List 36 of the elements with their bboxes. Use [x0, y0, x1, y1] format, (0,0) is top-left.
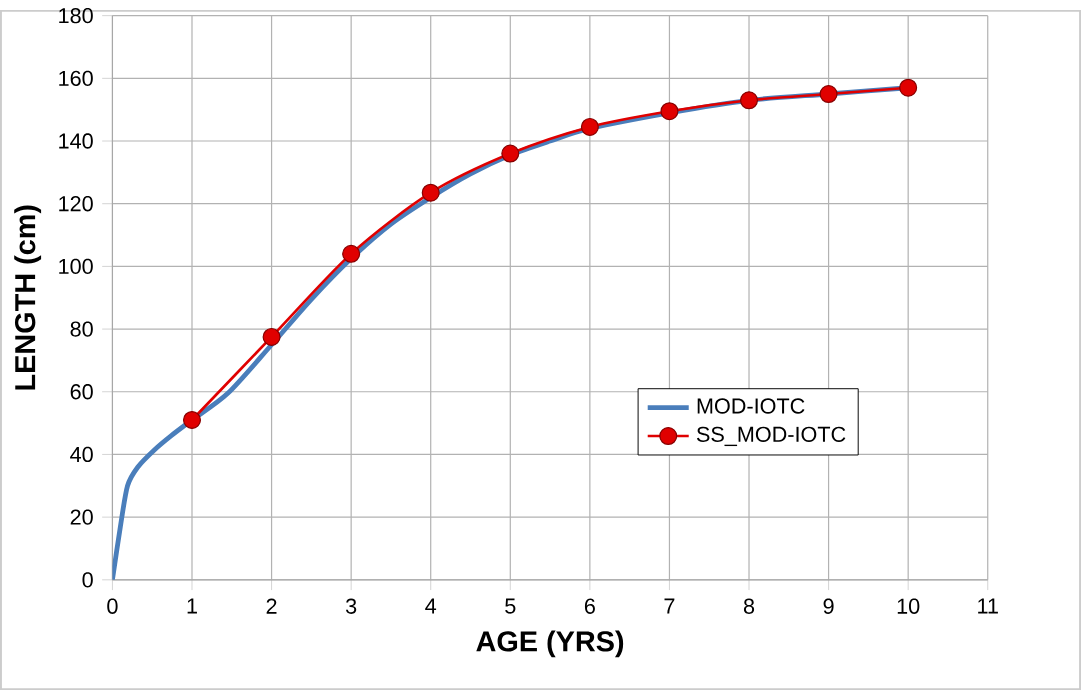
x-tick-label: 9: [823, 598, 834, 614]
point: [262, 327, 281, 346]
x-tick-label: 1: [187, 598, 197, 614]
y-axis-title: LENGTH (cm): [14, 205, 42, 390]
point: [899, 78, 918, 97]
y-tick-label: 40: [70, 446, 93, 463]
point: [501, 144, 520, 163]
y-tick-label: 20: [70, 509, 93, 525]
point: [421, 183, 440, 202]
legend-label: SS_MOD-IOTC: [696, 426, 846, 446]
legend-label: MOD-IOTC: [697, 398, 805, 414]
y-tick-label: 180: [59, 7, 93, 24]
x-tick-label: 3: [345, 598, 357, 614]
x-axis-title: AGE (YRS): [476, 630, 624, 658]
point: [342, 244, 361, 263]
y-tick-label: 0: [82, 572, 93, 588]
x-tick-label: 5: [505, 598, 516, 614]
x-tick-label: 11: [978, 598, 998, 614]
y-tick-label: 160: [59, 70, 93, 86]
y-tick-label: 140: [59, 133, 93, 149]
point: [182, 410, 202, 429]
x-tick-label: 7: [664, 598, 675, 614]
point: [819, 84, 838, 103]
x-tick-label: 4: [425, 598, 437, 614]
point: [580, 117, 599, 136]
point: [660, 102, 679, 121]
point: [740, 91, 759, 110]
y-tick-label: 60: [70, 383, 93, 400]
y-tick-label: 80: [70, 321, 93, 337]
x-tick-label: 0: [107, 598, 118, 614]
x-tick-label: 8: [743, 598, 755, 614]
x-tick-label: 10: [897, 598, 920, 614]
x-tick-label: 2: [266, 598, 277, 614]
y-tick-label: 120: [59, 195, 93, 212]
y-tick-label: 100: [59, 258, 93, 274]
x-tick-label: 6: [584, 598, 595, 614]
